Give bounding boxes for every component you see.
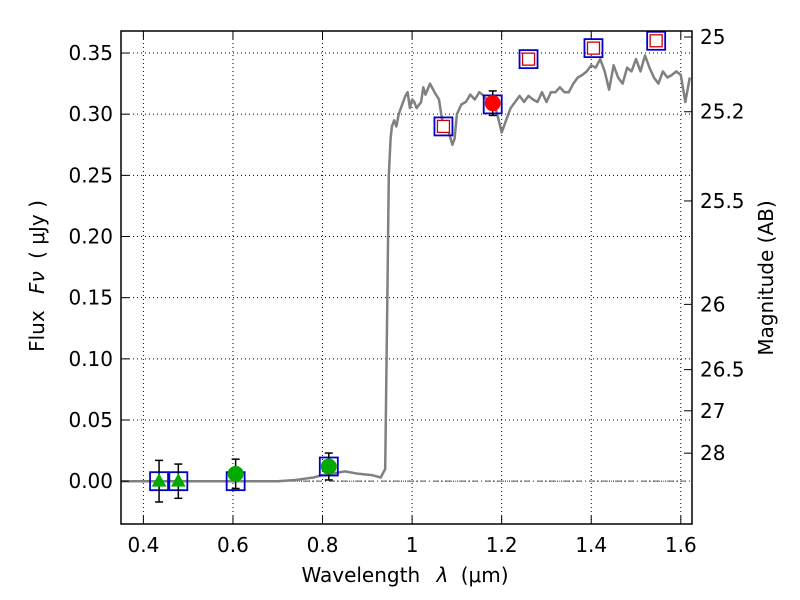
y-tick-label: 0.00 — [68, 469, 113, 493]
mag-tick-label: 27 — [700, 399, 725, 423]
plot-frame — [120, 30, 693, 525]
green-circle — [320, 458, 337, 475]
red-circle — [484, 95, 501, 112]
x-tick-label: 0.6 — [217, 533, 249, 557]
red-open-square — [586, 41, 601, 55]
mag-tick-label: 26.5 — [700, 358, 745, 382]
x-tick-label: 1.6 — [665, 533, 697, 557]
y-tick-label: 0.10 — [68, 347, 113, 371]
photometry-square — [583, 38, 604, 59]
red-open-square — [649, 34, 663, 48]
photometry-square — [433, 116, 454, 137]
photometry-square — [646, 30, 667, 51]
y-axis-label-text: Flux — [25, 310, 49, 352]
y-tick-label: 0.35 — [68, 41, 113, 65]
x-tick-label: 1.4 — [575, 533, 607, 557]
y-tick-label: 0.15 — [68, 286, 113, 310]
data-points — [149, 30, 667, 503]
y-tick-label: 0.20 — [68, 225, 113, 249]
y-axis-label-unit: ( μJy ) — [25, 200, 49, 259]
mag-tick-label: 28 — [700, 441, 725, 465]
axis-ticks: 0.4 0.6 0.8 1 1.2 1.4 1.6 0.00 0.05 0.10 0.15 0.20 0… — [68, 25, 744, 557]
mag-tick-label: 25.5 — [700, 189, 745, 213]
x-axis-label-symbol: λ — [436, 563, 449, 587]
x-tick-label: 1 — [406, 533, 419, 557]
y-tick-label: 0.30 — [68, 102, 113, 126]
photometry-square — [518, 49, 539, 70]
x-axis-label-unit: (μm) — [461, 563, 509, 587]
green-triangle — [170, 473, 186, 487]
y-tick-label: 0.05 — [68, 408, 113, 432]
mag-tick-label: 25 — [700, 25, 725, 49]
x-tick-label: 0.4 — [127, 533, 159, 557]
y-tick-label: 0.25 — [68, 163, 113, 187]
y2-axis-label: Magnitude (AB) — [754, 200, 778, 355]
mag-tick-label: 26 — [700, 292, 725, 316]
red-open-square — [436, 119, 451, 134]
y-axis-label-symbol: Fν — [25, 271, 49, 294]
x-tick-label: 1.2 — [486, 533, 518, 557]
x-axis-label: Wavelength λ (μm) — [301, 563, 508, 587]
green-circle — [227, 465, 244, 482]
x-tick-label: 0.8 — [307, 533, 339, 557]
x-axis-label-text: Wavelength — [301, 563, 420, 587]
mag-tick-label: 25.2 — [700, 100, 745, 124]
red-open-square — [521, 52, 536, 66]
y-axis-label: Flux Fν ( μJy ) — [25, 200, 49, 352]
green-triangle — [151, 473, 167, 487]
